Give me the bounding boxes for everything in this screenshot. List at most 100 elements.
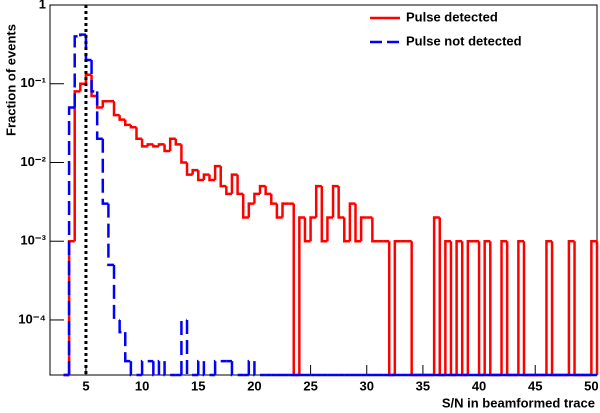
histogram-step — [455, 239, 463, 375]
histogram-step — [101, 138, 109, 205]
histogram-step — [393, 239, 401, 375]
legend-label: Pulse detected — [406, 9, 498, 24]
histogram-step — [208, 174, 216, 182]
histogram-step — [67, 106, 75, 375]
histogram-step — [174, 138, 182, 146]
histogram-step — [213, 359, 221, 375]
x-axis-title: S/N in beamformed trace — [442, 395, 595, 410]
histogram-step — [213, 164, 221, 180]
histogram-step — [410, 241, 418, 377]
y-tick-label: 10⁻⁴ — [18, 311, 46, 326]
histogram-step — [84, 73, 92, 84]
histogram-step — [124, 332, 131, 363]
histogram-step — [129, 124, 137, 129]
y-tick-label: 10⁻³ — [20, 233, 46, 248]
histogram-step — [354, 203, 362, 243]
histogram-step — [258, 184, 266, 194]
histogram-step — [483, 239, 491, 375]
histogram-step — [500, 239, 508, 375]
histogram-step — [545, 239, 553, 375]
histogram-step — [466, 239, 474, 375]
histogram-step — [432, 216, 440, 375]
y-tick-label: 10⁻¹ — [20, 75, 46, 90]
histogram-step — [303, 217, 311, 243]
histogram-step — [73, 35, 81, 108]
histogram-step — [219, 166, 227, 188]
histogram-step — [309, 216, 317, 242]
histogram-step — [180, 144, 188, 164]
histogram-step — [163, 361, 171, 377]
histogram-step — [146, 143, 154, 147]
histogram-step — [348, 202, 356, 242]
histogram-step — [202, 361, 210, 377]
histogram-step — [275, 203, 283, 219]
histogram-step — [590, 239, 597, 375]
histogram-step — [522, 241, 530, 377]
histogram-step — [489, 241, 496, 377]
histogram-step — [185, 162, 193, 176]
histogram-step — [185, 319, 193, 377]
histogram-step — [241, 193, 249, 219]
histogram-step — [253, 192, 261, 204]
histogram-step — [326, 216, 334, 242]
plot-frame — [49, 4, 598, 376]
histogram-step — [140, 138, 148, 148]
histogram-step — [140, 359, 148, 375]
histogram-step — [331, 184, 339, 218]
histogram-step — [157, 359, 165, 375]
x-tick-label: 10 — [135, 378, 149, 393]
histogram-step — [225, 186, 232, 196]
histogram-step — [567, 239, 575, 375]
histogram-step — [337, 186, 345, 219]
histogram-step — [298, 216, 305, 375]
x-tick-label: 35 — [416, 378, 430, 393]
histogram-step — [517, 239, 524, 375]
x-tick-label: 50 — [584, 378, 598, 393]
histogram-step — [135, 127, 143, 141]
x-tick-label: 20 — [247, 378, 261, 393]
histogram-step — [107, 203, 115, 267]
y-tick-label: 10⁻² — [20, 154, 46, 169]
x-tick-label: 40 — [472, 378, 486, 393]
histogram-step — [270, 193, 277, 205]
histogram-step — [124, 119, 131, 127]
y-axis-title: Fraction of events — [3, 24, 18, 136]
histogram-step — [152, 144, 159, 148]
histogram-step — [79, 82, 86, 92]
x-tick-label: 5 — [82, 378, 89, 393]
legend-label: Pulse not detected — [406, 33, 522, 48]
histogram-step — [112, 101, 120, 117]
histogram-step — [371, 217, 378, 243]
histogram-step — [230, 173, 238, 194]
histogram-step — [236, 174, 244, 196]
x-tick-label: 30 — [360, 378, 374, 393]
histogram-step — [197, 170, 204, 182]
histogram-step — [79, 33, 86, 37]
histogram-step — [73, 90, 81, 242]
histogram-step — [101, 99, 109, 108]
histogram-step — [95, 91, 103, 141]
histogram-step — [247, 359, 255, 375]
histogram-step — [573, 241, 581, 377]
histogram-step — [152, 361, 159, 377]
histogram-step — [281, 202, 289, 218]
histogram-step — [129, 361, 137, 377]
x-tick-label: 25 — [303, 378, 317, 393]
histogram-step — [118, 115, 126, 121]
histogram-step — [168, 137, 176, 151]
histogram-step — [112, 264, 120, 322]
histogram-step — [157, 143, 165, 147]
histogram-step — [359, 216, 367, 242]
histogram-step — [505, 241, 513, 377]
histogram-step — [191, 168, 199, 175]
histogram-step — [230, 361, 238, 377]
histogram-step — [247, 202, 255, 218]
histogram-step — [314, 184, 322, 218]
histogram-step — [550, 241, 558, 377]
x-tick-label: 15 — [191, 378, 205, 393]
histogram-step — [163, 144, 171, 153]
histogram-step — [264, 186, 272, 196]
x-tick-label: 45 — [528, 378, 542, 393]
histogram-step — [444, 239, 451, 375]
